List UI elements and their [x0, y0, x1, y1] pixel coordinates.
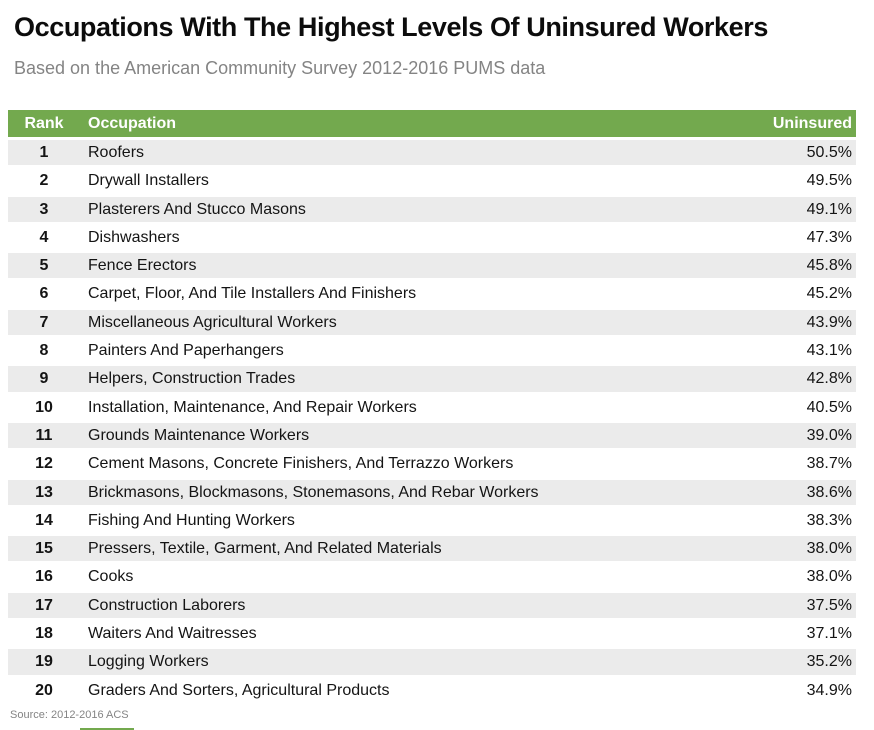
uninsured-cell: 43.1%	[806, 342, 852, 360]
rank-cell: 10	[35, 398, 53, 416]
uninsured-cell: 38.7%	[806, 455, 852, 473]
table-header-row: Rank Occupation Uninsured	[8, 110, 856, 137]
rank-cell: 7	[39, 313, 49, 331]
occupation-cell: Drywall Installers	[88, 172, 209, 190]
uninsured-cell: 49.1%	[806, 200, 852, 218]
uninsured-cell: 47.3%	[806, 228, 852, 246]
uninsured-workers-table: Rank Occupation Uninsured 1 Roofers 50.5…	[8, 110, 856, 703]
table-row: 14 Fishing And Hunting Workers 38.3%	[8, 507, 856, 534]
occupation-cell: Roofers	[88, 144, 145, 161]
table-row: 20 Graders And Sorters, Agricultural Pro…	[8, 677, 856, 703]
occupation-cell: Pressers, Textile, Garment, And Related …	[88, 540, 442, 558]
column-header-occupation: Occupation	[88, 115, 177, 132]
occupation-cell: Painters And Paperhangers	[88, 342, 284, 360]
uninsured-cell: 37.5%	[806, 596, 852, 614]
uninsured-cell: 50.5%	[806, 144, 852, 161]
table-row: 18 Waiters And Waitresses 37.1%	[8, 621, 856, 647]
rank-cell: 3	[39, 200, 49, 218]
uninsured-cell: 42.8%	[806, 370, 852, 388]
table-row: 2 Drywall Installers 49.5%	[8, 168, 856, 194]
occupation-cell: Cement Masons, Concrete Finishers, And T…	[88, 455, 514, 473]
rank-cell: 5	[39, 257, 49, 275]
rank-cell: 17	[35, 596, 53, 614]
page-subtitle: Based on the American Community Survey 2…	[14, 58, 546, 78]
uninsured-cell: 49.5%	[806, 172, 852, 190]
uninsured-cell: 40.5%	[806, 398, 852, 416]
table-row: 7 Miscellaneous Agricultural Workers 43.…	[8, 309, 856, 336]
rank-cell: 4	[39, 228, 49, 246]
source-note: Source: 2012-2016 ACS	[10, 709, 129, 721]
occupation-cell: Logging Workers	[88, 653, 209, 671]
uninsured-cell: 45.2%	[806, 285, 852, 303]
table-row: 3 Plasterers And Stucco Masons 49.1%	[8, 196, 856, 222]
occupation-cell: Brickmasons, Blockmasons, Stonemasons, A…	[88, 483, 539, 501]
occupation-cell: Fishing And Hunting Workers	[88, 511, 295, 529]
rank-cell: 14	[35, 511, 53, 529]
occupation-cell: Fence Erectors	[88, 257, 197, 275]
table-row: 12 Cement Masons, Concrete Finishers, An…	[8, 451, 856, 477]
table-row: 9 Helpers, Construction Trades 42.8%	[8, 366, 856, 392]
rank-cell: 11	[35, 426, 53, 444]
occupation-cell: Graders And Sorters, Agricultural Produc…	[88, 681, 390, 699]
table-row: 13 Brickmasons, Blockmasons, Stonemasons…	[8, 479, 856, 505]
table-row: 19 Logging Workers 35.2%	[8, 649, 856, 675]
table-row: 11 Grounds Maintenance Workers 39.0%	[8, 422, 856, 449]
rank-cell: 12	[35, 455, 53, 473]
table-row: 6 Carpet, Floor, And Tile Installers And…	[8, 281, 856, 307]
occupation-cell: Waiters And Waitresses	[88, 625, 257, 643]
occupation-cell: Carpet, Floor, And Tile Installers And F…	[88, 285, 417, 303]
page-title: Occupations With The Highest Levels Of U…	[14, 12, 768, 42]
table-row: 10 Installation, Maintenance, And Repair…	[8, 394, 856, 420]
cropped-green-bar	[80, 728, 134, 730]
occupation-cell: Cooks	[88, 568, 134, 586]
uninsured-cell: 38.0%	[806, 540, 852, 558]
occupation-cell: Dishwashers	[88, 228, 180, 246]
occupation-cell: Miscellaneous Agricultural Workers	[88, 313, 337, 331]
uninsured-cell: 37.1%	[806, 625, 852, 643]
rank-cell: 19	[35, 653, 53, 671]
table-row: 5 Fence Erectors 45.8%	[8, 253, 856, 279]
uninsured-cell: 43.9%	[806, 313, 852, 331]
uninsured-cell: 38.3%	[806, 511, 852, 529]
occupation-cell: Grounds Maintenance Workers	[88, 426, 310, 444]
table-row: 1 Roofers 50.5%	[8, 140, 856, 166]
uninsured-cell: 38.0%	[806, 568, 852, 586]
uninsured-cell: 35.2%	[806, 653, 852, 671]
uninsured-cell: 34.9%	[806, 681, 852, 699]
occupation-cell: Helpers, Construction Trades	[88, 370, 296, 388]
rank-cell: 16	[35, 568, 53, 586]
table-row: 16 Cooks 38.0%	[8, 564, 856, 590]
rank-cell: 15	[35, 540, 53, 558]
rank-cell: 1	[39, 144, 49, 161]
rank-cell: 20	[35, 681, 53, 699]
rank-cell: 18	[35, 625, 53, 643]
table-row: 17 Construction Laborers 37.5%	[8, 592, 856, 619]
rank-cell: 8	[39, 342, 49, 360]
occupation-cell: Plasterers And Stucco Masons	[88, 200, 306, 218]
rank-cell: 2	[39, 172, 49, 190]
rank-cell: 13	[35, 483, 53, 501]
uninsured-cell: 39.0%	[806, 426, 852, 444]
table-row: 4 Dishwashers 47.3%	[8, 224, 856, 251]
table-body: 1 Roofers 50.5% 2 Drywall Installers 49.…	[8, 140, 856, 703]
column-header-uninsured: Uninsured	[772, 115, 852, 132]
column-header-rank: Rank	[24, 115, 64, 132]
occupation-cell: Installation, Maintenance, And Repair Wo…	[88, 398, 417, 416]
uninsured-cell: 38.6%	[806, 483, 852, 501]
rank-cell: 6	[39, 285, 49, 303]
rank-cell: 9	[39, 370, 49, 388]
occupation-cell: Construction Laborers	[88, 596, 246, 614]
uninsured-cell: 45.8%	[806, 257, 852, 275]
table-row: 15 Pressers, Textile, Garment, And Relat…	[8, 536, 856, 562]
table-row: 8 Painters And Paperhangers 43.1%	[8, 338, 856, 364]
